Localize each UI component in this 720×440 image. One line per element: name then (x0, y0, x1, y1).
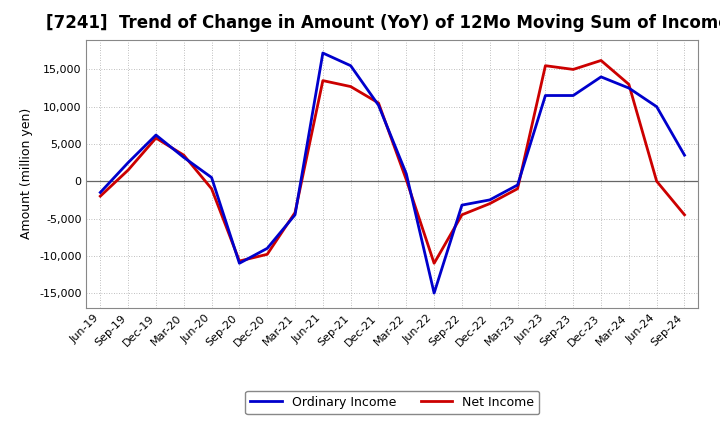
Ordinary Income (179, 155, 188, 160)
Title: [7241]  Trend of Change in Amount (YoY) of 12Mo Moving Sum of Incomes: [7241] Trend of Change in Amount (YoY) o… (45, 15, 720, 33)
Net Income (263, 252, 271, 257)
Ordinary Income (152, 132, 161, 138)
Net Income (680, 212, 689, 217)
Net Income (430, 260, 438, 266)
Net Income (652, 179, 661, 184)
Ordinary Income (235, 260, 243, 266)
Net Income (346, 84, 355, 89)
Ordinary Income (624, 85, 633, 91)
Net Income (291, 210, 300, 215)
Net Income (569, 67, 577, 72)
Line: Ordinary Income: Ordinary Income (100, 53, 685, 293)
Ordinary Income (207, 175, 216, 180)
Ordinary Income (263, 246, 271, 251)
Ordinary Income (124, 160, 132, 165)
Ordinary Income (318, 50, 327, 55)
Ordinary Income (680, 153, 689, 158)
Legend: Ordinary Income, Net Income: Ordinary Income, Net Income (246, 391, 539, 414)
Net Income (541, 63, 550, 68)
Ordinary Income (485, 197, 494, 202)
Net Income (179, 153, 188, 158)
Ordinary Income (291, 212, 300, 217)
Ordinary Income (402, 171, 410, 176)
Net Income (624, 82, 633, 87)
Ordinary Income (458, 202, 467, 208)
Net Income (513, 186, 522, 191)
Net Income (152, 136, 161, 141)
Ordinary Income (346, 63, 355, 68)
Net Income (402, 177, 410, 183)
Ordinary Income (96, 190, 104, 195)
Line: Net Income: Net Income (100, 60, 685, 263)
Ordinary Income (513, 182, 522, 187)
Net Income (485, 201, 494, 206)
Ordinary Income (597, 74, 606, 80)
Ordinary Income (430, 290, 438, 296)
Net Income (374, 100, 383, 106)
Net Income (96, 194, 104, 199)
Net Income (235, 258, 243, 264)
Net Income (597, 58, 606, 63)
Ordinary Income (652, 104, 661, 109)
Ordinary Income (569, 93, 577, 98)
Net Income (207, 186, 216, 191)
Net Income (318, 78, 327, 83)
Ordinary Income (541, 93, 550, 98)
Ordinary Income (374, 103, 383, 108)
Y-axis label: Amount (million yen): Amount (million yen) (20, 108, 34, 239)
Net Income (458, 212, 467, 217)
Net Income (124, 168, 132, 173)
